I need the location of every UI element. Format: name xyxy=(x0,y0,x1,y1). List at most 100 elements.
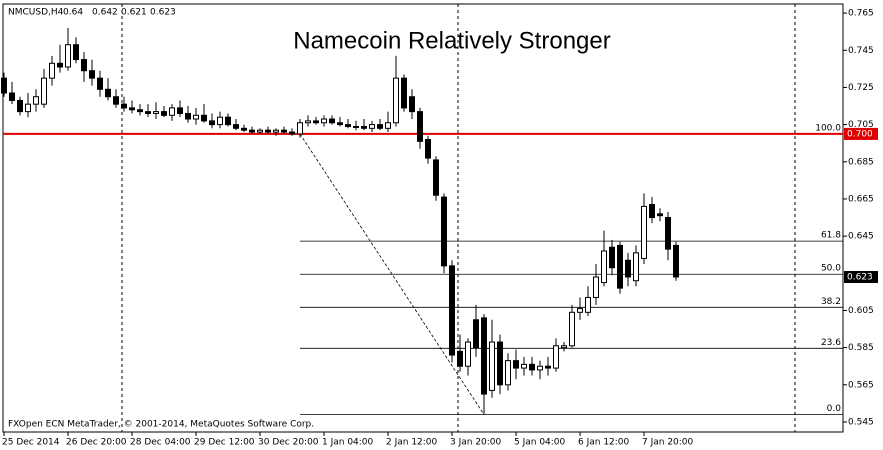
candle-body xyxy=(401,77,407,109)
candle-body xyxy=(497,341,503,386)
x-tick-label: 5 Jan 04:00 xyxy=(514,438,566,448)
y-tick-label: 0.685 xyxy=(848,157,874,167)
candle-body xyxy=(537,365,543,371)
candle-body xyxy=(625,259,631,278)
ohlc-open: 0.64 xyxy=(63,8,83,18)
candle-body xyxy=(17,99,23,113)
candle-body xyxy=(513,360,519,369)
candle-body xyxy=(641,205,647,259)
candle-body xyxy=(297,122,303,135)
y-tick-label: 0.585 xyxy=(848,343,874,353)
fib-label: 100.0 xyxy=(815,123,841,133)
candle-body xyxy=(657,213,663,217)
x-tick-label: 26 Dec 20:00 xyxy=(66,438,127,448)
candle-body xyxy=(377,124,383,129)
y-tick-label: 0.665 xyxy=(848,194,874,204)
candle-body xyxy=(329,118,335,124)
last-price-label: 0.623 xyxy=(847,273,873,283)
candle-body xyxy=(441,196,447,267)
candle-body xyxy=(145,111,151,114)
candle-body xyxy=(113,96,119,105)
candle-body xyxy=(57,62,63,68)
candle-body xyxy=(417,111,423,142)
candle-body xyxy=(161,111,167,116)
candle-body xyxy=(545,365,551,369)
fib-label: 23.6 xyxy=(821,338,841,348)
y-tick-label: 0.705 xyxy=(848,120,874,130)
chart-title: Namecoin Relatively Stronger xyxy=(293,27,610,54)
trend-line xyxy=(299,133,485,415)
candle-body xyxy=(393,77,399,124)
candle-body xyxy=(529,363,535,371)
y-tick-label: 0.645 xyxy=(848,232,874,242)
candle-body xyxy=(25,103,31,113)
fib-label: 0.0 xyxy=(827,404,842,414)
y-tick-label: 0.745 xyxy=(848,46,874,56)
candle-body xyxy=(273,129,279,133)
candle-body xyxy=(337,122,343,126)
candle-body xyxy=(593,276,599,298)
candle-body xyxy=(433,159,439,196)
x-tick-label: 1 Jan 04:00 xyxy=(322,438,374,448)
candle-body xyxy=(9,92,15,101)
y-tick-label: 0.565 xyxy=(848,380,874,390)
candle-body xyxy=(553,345,559,369)
x-tick-label: 29 Dec 12:00 xyxy=(194,438,255,448)
candle-body xyxy=(281,129,287,133)
candle-body xyxy=(121,103,127,109)
candle-body xyxy=(169,107,175,116)
symbol: NMCUSD,H4 xyxy=(8,8,64,18)
candle-body xyxy=(1,77,7,94)
price-line-box xyxy=(844,127,878,140)
candle-body xyxy=(385,122,391,129)
price-line-label: 0.700 xyxy=(847,129,873,139)
ohlc-high: 0.642 xyxy=(92,8,118,18)
candle-body xyxy=(313,120,319,124)
candle-body xyxy=(521,363,527,369)
fib-label: 61.8 xyxy=(821,231,841,241)
candle-body xyxy=(153,111,159,114)
candle-body xyxy=(649,204,655,219)
x-tick-label: 25 Dec 2014 xyxy=(2,438,60,448)
candle-body xyxy=(209,120,215,126)
candle-body xyxy=(353,125,359,128)
candle-body xyxy=(473,319,479,349)
candle-body xyxy=(233,124,239,129)
candle-body xyxy=(185,112,191,120)
ohlc-low: 0.621 xyxy=(121,8,147,18)
candle-body xyxy=(489,341,495,391)
candle-body xyxy=(193,114,199,120)
fib-label: 50.0 xyxy=(821,264,841,274)
candle-body xyxy=(569,311,575,347)
footer: FXOpen ECN MetaTrader, © 2001-2014, Meta… xyxy=(8,420,314,430)
candle-body xyxy=(217,116,223,126)
candle-body xyxy=(409,96,415,113)
candle-body xyxy=(673,244,679,278)
candle-body xyxy=(265,129,271,133)
x-tick-label: 2 Jan 12:00 xyxy=(386,438,438,448)
candle-body xyxy=(361,125,367,129)
x-tick-label: 6 Jan 12:00 xyxy=(578,438,630,448)
candle-body xyxy=(457,350,463,367)
x-tick-label: 3 Jan 20:00 xyxy=(450,438,502,448)
candle-body xyxy=(89,70,95,79)
candle-body xyxy=(609,246,615,269)
candle-body xyxy=(201,114,207,122)
candle-body xyxy=(345,124,351,127)
candle-body xyxy=(633,252,639,282)
candle-body xyxy=(49,62,55,79)
candle-body xyxy=(665,217,671,250)
candle-body xyxy=(73,44,79,61)
candle-body xyxy=(425,138,431,159)
candle-body xyxy=(289,131,295,135)
candle-body xyxy=(449,265,455,356)
candle-body xyxy=(65,44,71,68)
last-price-box xyxy=(844,271,878,284)
plot-frame xyxy=(2,3,844,433)
candle-body xyxy=(177,107,183,114)
y-tick-label: 0.545 xyxy=(848,417,874,427)
y-tick-label: 0.605 xyxy=(848,306,874,316)
candle-body xyxy=(257,129,263,133)
y-tick-label: 0.765 xyxy=(848,9,874,19)
x-tick-label: 7 Jan 20:00 xyxy=(642,438,694,448)
